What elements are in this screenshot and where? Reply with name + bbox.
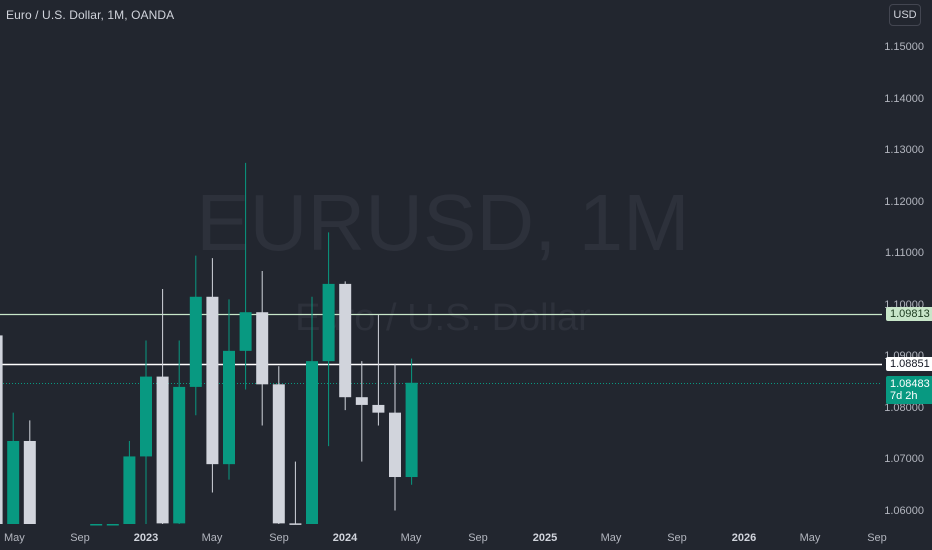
- candle: [206, 258, 219, 493]
- price-tick-label: 1.11000: [885, 247, 924, 259]
- candle: [389, 363, 401, 511]
- white-line-price-label: 1.08851: [886, 356, 932, 371]
- candle-body: [206, 296, 219, 465]
- candle-body: [339, 283, 352, 398]
- candle: [239, 162, 252, 390]
- candle-body: [322, 283, 335, 362]
- candle: [156, 289, 169, 524]
- candles: [0, 162, 418, 526]
- candle-body: [7, 440, 20, 524]
- candle-body: [389, 412, 401, 478]
- price-tick-label: 1.08000: [884, 401, 924, 414]
- candle-body: [90, 524, 103, 526]
- candle-body: [156, 376, 169, 524]
- time-tick-label: Sep: [667, 532, 687, 544]
- candle: [140, 340, 152, 524]
- time-tick-label: Sep: [269, 532, 289, 544]
- candle: [223, 299, 235, 480]
- currency-button[interactable]: USD: [889, 4, 921, 26]
- candle: [0, 335, 3, 524]
- candle-body: [173, 386, 186, 524]
- candle: [189, 255, 202, 416]
- time-tick-label: Sep: [70, 532, 90, 544]
- chart-title: Euro / U.S. Dollar, 1M, OANDA: [6, 8, 175, 22]
- green-line-price-label: 1.09813: [886, 307, 932, 322]
- candle: [256, 271, 269, 426]
- candle-body: [289, 523, 302, 525]
- time-tick-label: May: [600, 532, 622, 544]
- time-tick-label: May: [799, 532, 821, 544]
- price-tick-label: 1.06000: [884, 504, 924, 517]
- candle-body: [306, 361, 318, 524]
- candle: [106, 524, 119, 526]
- candle-body: [256, 312, 269, 385]
- candle: [306, 296, 318, 524]
- candle: [23, 420, 36, 524]
- candle: [372, 314, 385, 426]
- candle: [289, 461, 302, 525]
- watermark-symbol: EURUSD, 1M: [196, 178, 689, 267]
- price-tick-label: 1.13000: [884, 144, 924, 156]
- time-tick-label: 2025: [532, 532, 558, 544]
- candle: [405, 358, 418, 485]
- candle-body: [239, 312, 252, 351]
- candle-body: [23, 440, 36, 524]
- bar-countdown: 7d 2h: [890, 389, 918, 402]
- price-tick-label: 1.14000: [884, 92, 924, 105]
- candle-body: [140, 376, 152, 457]
- time-tick-label: Sep: [867, 532, 887, 544]
- candle-body: [123, 456, 136, 524]
- candle: [123, 440, 136, 524]
- time-tick-label: 2024: [332, 532, 358, 544]
- time-tick-label: May: [4, 532, 25, 544]
- candle-body: [106, 524, 119, 526]
- candle: [272, 366, 285, 524]
- candle-body: [372, 404, 385, 413]
- candle: [90, 524, 103, 526]
- candle: [339, 281, 352, 411]
- candle-body: [189, 296, 202, 387]
- time-tick-label: Sep: [468, 532, 488, 544]
- price-tick-label: 1.07000: [884, 453, 924, 465]
- current-price-value: 1.08483: [890, 377, 930, 390]
- time-tick-label: 2026: [731, 532, 757, 544]
- price-tick-label: 1.15000: [884, 41, 924, 53]
- time-tick-label: May: [400, 532, 422, 544]
- candle: [322, 232, 335, 447]
- candle-body: [272, 384, 285, 524]
- time-tick-label: 2023: [133, 532, 159, 544]
- candle-body: [223, 350, 235, 465]
- candle-body: [405, 382, 418, 478]
- candle-body: [0, 335, 3, 524]
- price-tick-label: 1.12000: [884, 195, 924, 208]
- candle-body: [355, 397, 368, 405]
- time-tick-label: May: [201, 532, 223, 544]
- candle: [7, 412, 20, 524]
- candle: [355, 361, 368, 462]
- current-price-label: 1.08483 7d 2h: [886, 375, 932, 404]
- candle: [173, 340, 186, 524]
